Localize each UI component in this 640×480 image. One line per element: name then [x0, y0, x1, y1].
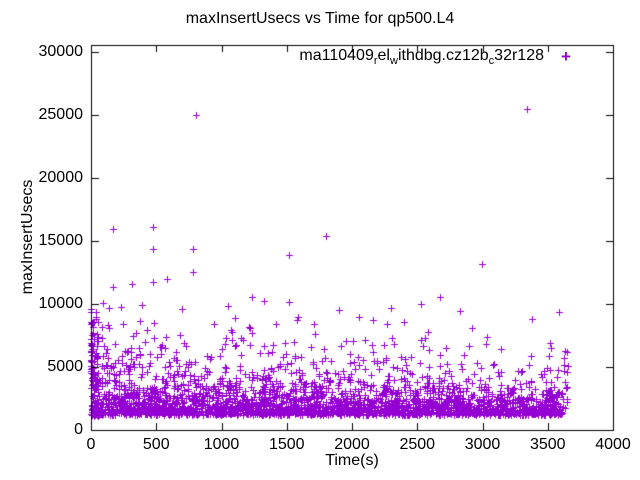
legend-series-label: ma110409relwithdbg.cz12bc32r128 [299, 46, 544, 68]
y-tick-label: 15000 [38, 232, 84, 249]
y-tick-label: 0 [74, 421, 83, 438]
x-tick-label: 0 [86, 436, 96, 453]
x-tick-label: 1500 [268, 436, 305, 453]
x-tick-label: 4000 [595, 436, 631, 453]
y-tick-label: 20000 [38, 169, 84, 186]
y-tick-label: 10000 [38, 295, 84, 312]
chart-title: maxInsertUsecs vs Time for qp500.L4 [185, 10, 455, 27]
y-tick-label: 25000 [38, 106, 84, 123]
x-tick-label: 3000 [464, 436, 501, 453]
x-tick-label: 1000 [203, 436, 240, 453]
x-axis-label: Time(s) [325, 452, 379, 469]
x-tick-label: 500 [142, 436, 170, 453]
x-tick-label: 3500 [529, 436, 566, 453]
y-tick-label: 5000 [47, 358, 83, 375]
legend-plus-marker-icon: + [561, 47, 571, 66]
legend: ma110409relwithdbg.cz12bc32r128 + [299, 46, 588, 68]
x-tick-label: 2000 [334, 436, 370, 453]
y-tick-label: 30000 [38, 43, 84, 60]
x-tick-label: 2500 [399, 436, 436, 453]
